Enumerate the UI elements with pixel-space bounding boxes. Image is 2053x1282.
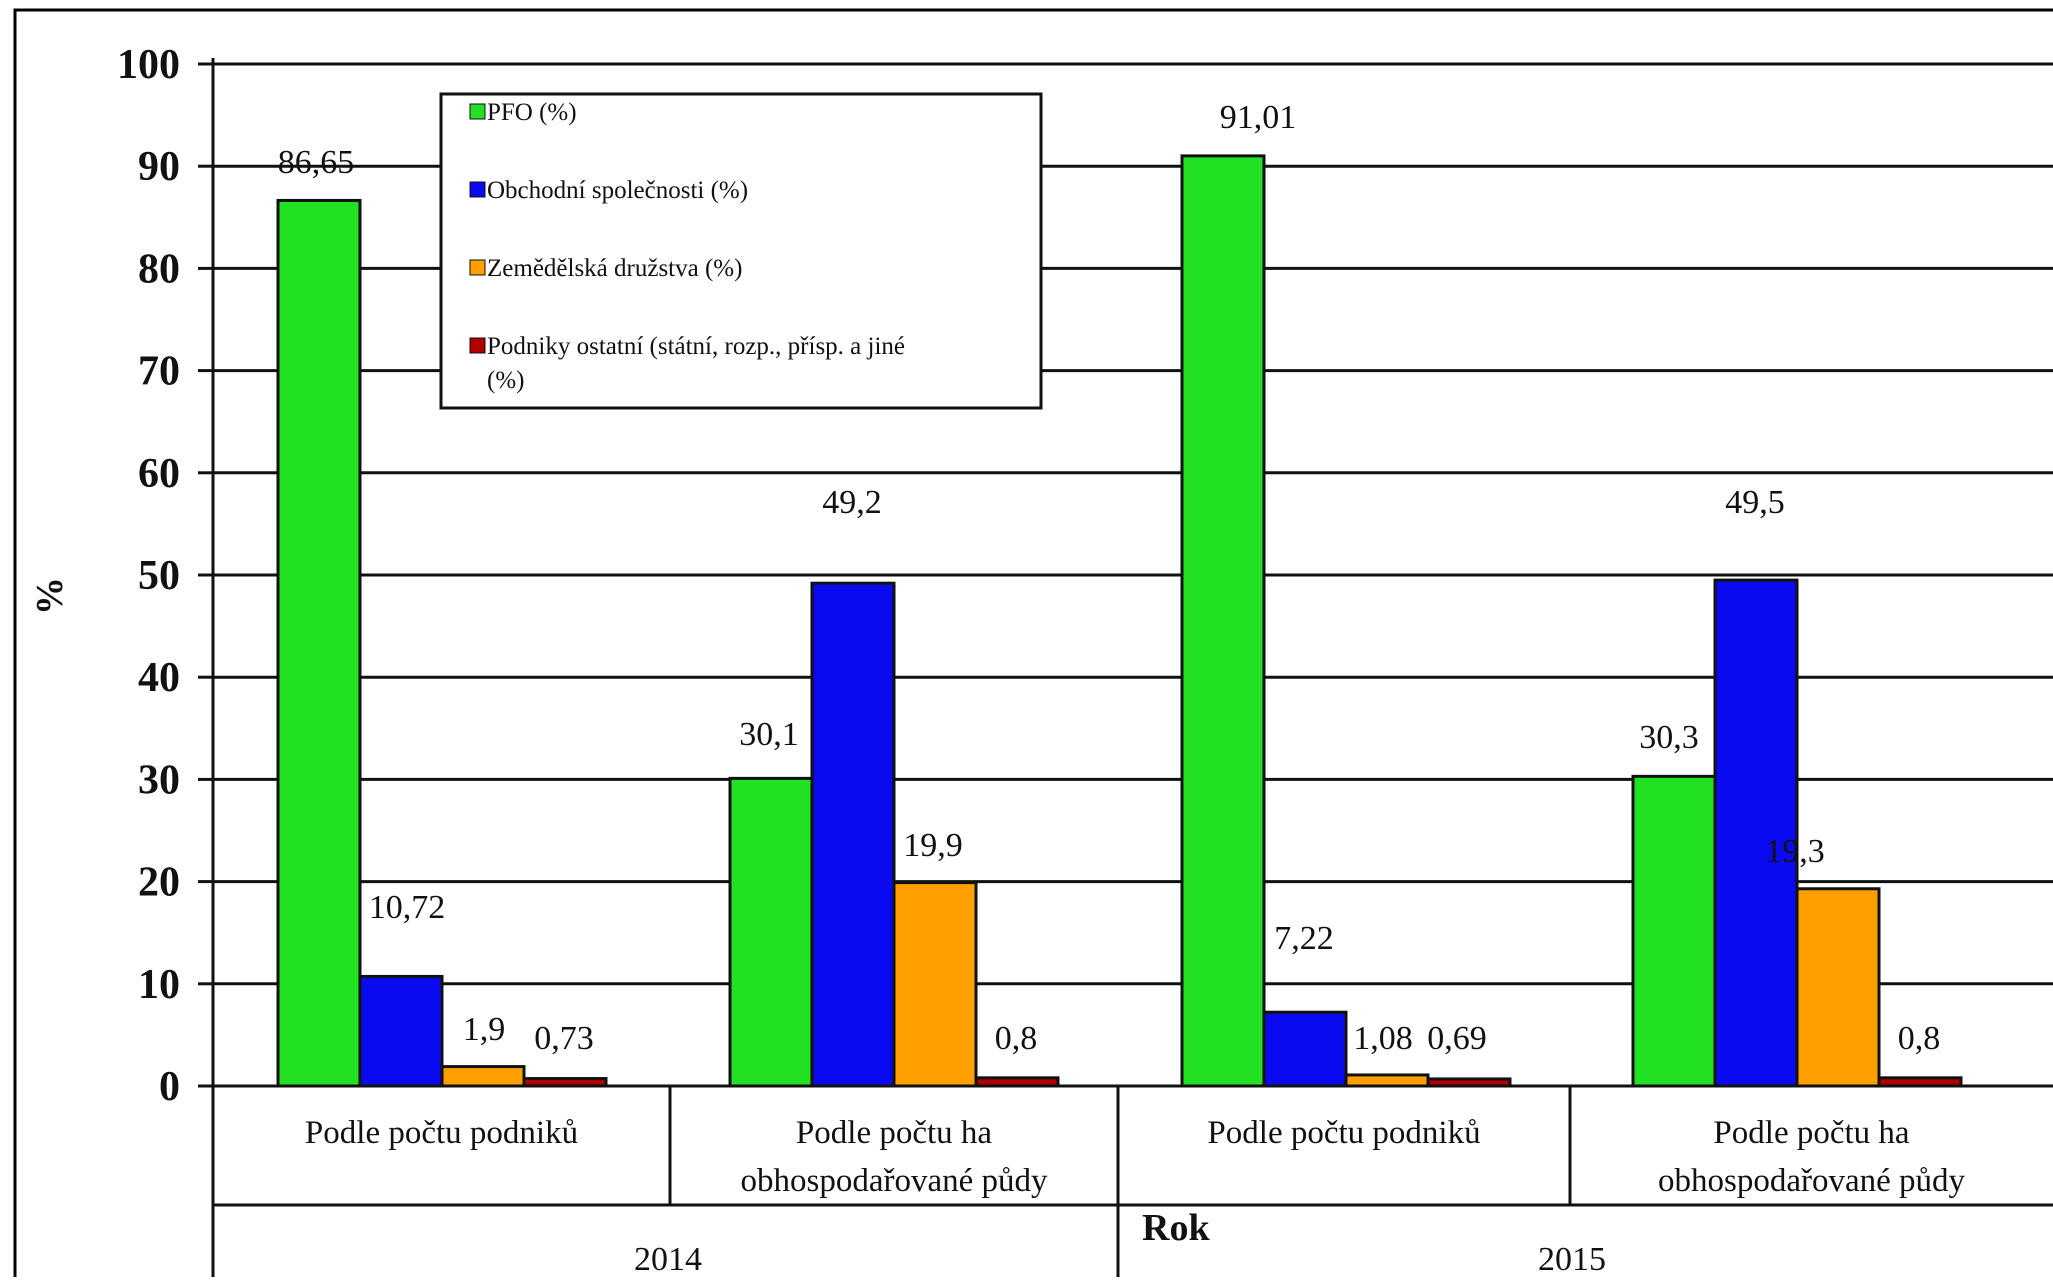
bar xyxy=(892,881,978,1088)
axes: 0 10 20 30 40 50 60 70 80 90 100% xyxy=(29,42,2053,1277)
legend-label: PFO (%) xyxy=(487,99,577,126)
category-label: obhospodařované půdy xyxy=(1658,1163,1966,1199)
data-label: 10,72 xyxy=(369,889,446,926)
y-tick-label: 60 xyxy=(138,451,180,497)
bar xyxy=(1631,774,1717,1088)
y-tick-label: 40 xyxy=(138,655,180,701)
category-label: Podle počtu ha xyxy=(796,1115,992,1151)
x-axis-title: Rok xyxy=(1142,1207,1210,1249)
data-label: 0,69 xyxy=(1427,1020,1487,1057)
y-axis-title: % xyxy=(29,577,71,615)
y-tick-label: 70 xyxy=(138,349,180,395)
bar xyxy=(1795,887,1881,1088)
bar xyxy=(728,776,814,1088)
legend-label: Podniky ostatní (státní, rozp., přísp. a… xyxy=(487,333,905,360)
legend-label: Zemědělská družstva (%) xyxy=(487,255,742,282)
category-label: Podle počtu podniků xyxy=(1207,1115,1480,1151)
data-labels: 86,65 30,1 91,01 30,3 10,72 49,2 7,22 49,5 1,9 19… xyxy=(278,99,1941,1057)
bar xyxy=(1262,1010,1348,1088)
data-label: 19,3 xyxy=(1765,833,1825,870)
category-label: obhospodařované půdy xyxy=(740,1163,1048,1199)
legend-box xyxy=(439,92,1043,410)
bar xyxy=(1180,154,1266,1088)
data-label: 19,9 xyxy=(903,827,963,864)
y-tick-label: 0 xyxy=(159,1064,180,1110)
data-label: 30,1 xyxy=(739,716,799,753)
data-label: 1,08 xyxy=(1353,1020,1413,1057)
data-label: 49,5 xyxy=(1725,484,1785,521)
legend-label: (%) xyxy=(487,367,524,394)
legend-swatch xyxy=(469,103,486,120)
bar xyxy=(1344,1073,1430,1088)
category-label: Podle počtu podniků xyxy=(305,1115,578,1151)
bar xyxy=(1713,578,1799,1088)
data-label: 30,3 xyxy=(1639,719,1699,756)
year-label: 2015 xyxy=(1538,1241,1606,1277)
data-label: 1,9 xyxy=(463,1011,506,1048)
data-label: 0,8 xyxy=(995,1020,1038,1057)
bar xyxy=(358,974,444,1088)
legend-label: Obchodní společnosti (%) xyxy=(487,177,748,204)
y-tick-label: 80 xyxy=(138,246,180,292)
legend-swatch xyxy=(469,337,486,354)
y-tick-label: 30 xyxy=(138,757,180,803)
y-tick-label: 90 xyxy=(138,144,180,190)
y-tick-label: 20 xyxy=(138,860,180,906)
bar xyxy=(810,581,896,1088)
data-label: 86,65 xyxy=(278,144,355,181)
y-tick-label: 100 xyxy=(117,42,180,88)
legend: PFO (%) Obchodní společnosti (%) Zemědělsk… xyxy=(439,92,1043,410)
data-label: 49,2 xyxy=(822,484,882,521)
legend-swatch xyxy=(469,181,486,198)
bar xyxy=(440,1065,526,1088)
year-label: 2014 xyxy=(634,1241,702,1277)
data-label: 0,8 xyxy=(1898,1020,1941,1057)
bars xyxy=(276,154,1963,1088)
category-label: Podle počtu ha xyxy=(1713,1115,1909,1151)
category-axis: Podle počtu podniků Podle počtu ha obhospo… xyxy=(213,1086,2053,1278)
data-label: 0,73 xyxy=(534,1020,594,1057)
legend-swatch xyxy=(469,259,486,276)
y-tick-label: 50 xyxy=(138,553,180,599)
data-label: 7,22 xyxy=(1274,920,1334,957)
data-label: 91,01 xyxy=(1220,99,1297,136)
bar xyxy=(276,198,362,1088)
y-tick-label: 10 xyxy=(138,962,180,1008)
